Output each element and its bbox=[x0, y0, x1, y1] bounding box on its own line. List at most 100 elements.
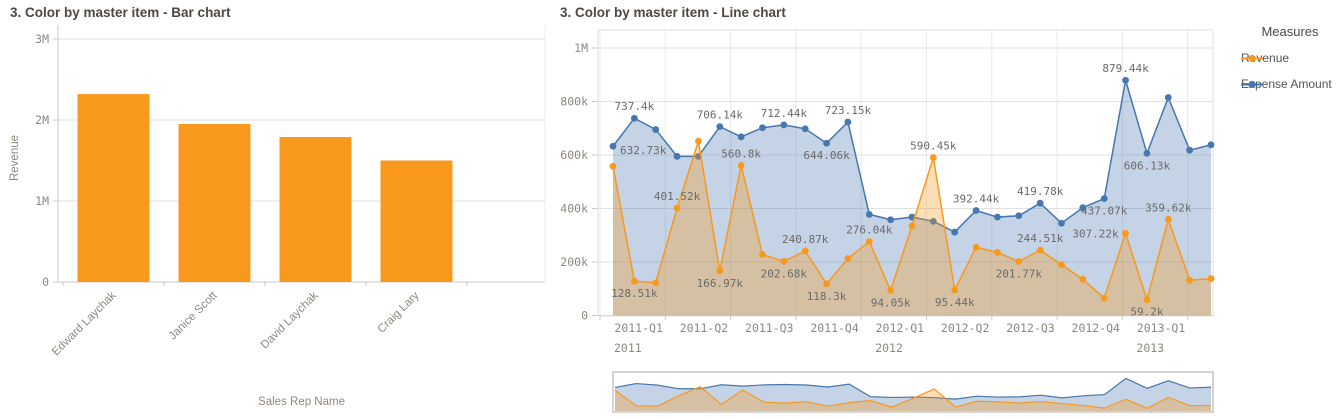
y-tick-label: 3M bbox=[35, 32, 49, 46]
quarter-label: 2012-Q1 bbox=[876, 321, 925, 335]
revenue-point[interactable] bbox=[695, 137, 702, 145]
expense-amount-point[interactable] bbox=[1100, 195, 1108, 202]
expense-amount-point[interactable] bbox=[823, 139, 830, 147]
revenue-point[interactable] bbox=[801, 247, 809, 255]
bar-craig-lary[interactable] bbox=[380, 160, 453, 283]
y-tick-label: 800k bbox=[560, 95, 588, 109]
line-chart-title: 3. Color by master item - Line chart bbox=[560, 5, 786, 20]
data-label: 240.87k bbox=[782, 233, 829, 246]
data-label: 59.2k bbox=[1130, 306, 1163, 319]
revenue-point[interactable] bbox=[759, 251, 766, 258]
expense-amount-point[interactable] bbox=[951, 228, 959, 236]
revenue-point[interactable] bbox=[716, 267, 724, 275]
data-label: 879.44k bbox=[1102, 62, 1149, 75]
expense-amount-point[interactable] bbox=[1164, 94, 1172, 101]
expense-amount-point[interactable] bbox=[929, 217, 937, 225]
data-label: 118.3k bbox=[807, 290, 847, 303]
quarter-label: 2012-Q3 bbox=[1006, 321, 1055, 335]
bar-chart-plot[interactable]: 0 1M 2M 3M Edward Laychak Janice Scott David L… bbox=[0, 20, 555, 419]
revenue-point[interactable] bbox=[780, 257, 788, 265]
revenue-point[interactable] bbox=[908, 222, 916, 230]
revenue-point[interactable] bbox=[887, 286, 895, 294]
revenue-point[interactable] bbox=[1058, 261, 1065, 269]
data-label: 392.44k bbox=[953, 193, 1000, 206]
bar-x-axis-title: Sales Rep Name bbox=[258, 396, 345, 408]
expense-amount-point[interactable] bbox=[780, 121, 788, 129]
quarter-label: 2012-Q2 bbox=[941, 321, 989, 335]
data-label: 632.73k bbox=[620, 144, 667, 157]
revenue-point[interactable] bbox=[972, 243, 980, 251]
revenue-line-swatch-icon bbox=[1241, 54, 1263, 62]
y-tick-label: 600k bbox=[560, 148, 588, 162]
expense-amount-point[interactable] bbox=[972, 207, 980, 214]
revenue-point[interactable] bbox=[1015, 258, 1023, 265]
bar-edward-laychak[interactable] bbox=[77, 94, 150, 282]
expense-amount-point[interactable] bbox=[994, 213, 1001, 221]
expense-amount-point[interactable] bbox=[1058, 219, 1065, 227]
revenue-point[interactable] bbox=[865, 238, 873, 246]
expense-amount-point[interactable] bbox=[801, 125, 809, 133]
legend-title: Measures bbox=[1261, 24, 1319, 39]
line-chart-plot[interactable]: 0 200k 400k 600k 800k 1M 632.73k 737.4k 706.14k 7… bbox=[555, 20, 1239, 368]
expense-amount-point[interactable] bbox=[844, 118, 852, 126]
legend: Measures Revenue Expense Amount bbox=[1241, 24, 1339, 91]
data-label: 166.97k bbox=[697, 277, 744, 290]
bar-category-label: Craig Lary bbox=[376, 289, 422, 335]
data-label: 723.15k bbox=[825, 104, 872, 117]
revenue-point[interactable] bbox=[1207, 275, 1215, 282]
revenue-point[interactable] bbox=[951, 286, 959, 294]
revenue-point[interactable] bbox=[652, 279, 660, 287]
expense-amount-point[interactable] bbox=[716, 123, 724, 131]
data-label: 202.68k bbox=[761, 267, 808, 280]
expense-amount-point[interactable] bbox=[1186, 146, 1194, 154]
revenue-point[interactable] bbox=[1100, 294, 1108, 302]
year-label: 2013 bbox=[1136, 341, 1164, 355]
expense-amount-point[interactable] bbox=[1079, 204, 1087, 212]
revenue-point[interactable] bbox=[1079, 275, 1087, 283]
revenue-point[interactable] bbox=[609, 162, 617, 170]
revenue-point[interactable] bbox=[1036, 246, 1044, 254]
revenue-point[interactable] bbox=[1122, 229, 1129, 237]
year-label: 2011 bbox=[614, 341, 642, 355]
expense-amount-point[interactable] bbox=[1036, 199, 1044, 207]
bar-category-label: Janice Scott bbox=[167, 289, 220, 342]
legend-item-revenue[interactable]: Revenue bbox=[1241, 51, 1339, 65]
expense-amount-point[interactable] bbox=[630, 114, 638, 122]
navigator-frame[interactable] bbox=[612, 371, 1214, 413]
data-label: 307.22k bbox=[1072, 227, 1119, 240]
expense-amount-point[interactable] bbox=[865, 210, 873, 218]
expense-amount-point[interactable] bbox=[887, 216, 895, 224]
bar-y-axis-title: Revenue bbox=[9, 135, 21, 181]
expense-amount-point[interactable] bbox=[759, 124, 766, 132]
revenue-point[interactable] bbox=[630, 277, 638, 285]
bar-janice-scott[interactable] bbox=[178, 124, 251, 282]
expense-amount-point[interactable] bbox=[609, 142, 617, 150]
revenue-point[interactable] bbox=[844, 255, 852, 262]
data-label: 419.78k bbox=[1017, 185, 1064, 198]
expense-amount-point[interactable] bbox=[1207, 141, 1215, 149]
revenue-point[interactable] bbox=[823, 280, 830, 288]
expense-amount-point[interactable] bbox=[673, 152, 681, 160]
quarter-label: 2011-Q2 bbox=[680, 321, 728, 335]
revenue-point[interactable] bbox=[1143, 296, 1151, 304]
expense-amount-point[interactable] bbox=[652, 126, 660, 133]
y-tick-label: 0 bbox=[581, 309, 588, 323]
revenue-point[interactable] bbox=[994, 248, 1001, 256]
bar-david-laychak[interactable] bbox=[279, 137, 352, 282]
expense-amount-point[interactable] bbox=[737, 133, 745, 141]
data-label: 712.44k bbox=[761, 107, 808, 120]
revenue-point[interactable] bbox=[929, 154, 937, 161]
revenue-point[interactable] bbox=[673, 204, 681, 212]
expense-amount-point[interactable] bbox=[1143, 149, 1151, 157]
legend-item-label: Expense Amount bbox=[1241, 77, 1332, 91]
nav-expense-amount-line bbox=[614, 377, 1212, 400]
revenue-point[interactable] bbox=[1186, 276, 1194, 284]
legend-item-expense-amount[interactable]: Expense Amount bbox=[1241, 77, 1339, 91]
y-tick-label: 400k bbox=[560, 202, 588, 216]
revenue-point[interactable] bbox=[1164, 215, 1172, 223]
navigator-mini-chart[interactable] bbox=[555, 368, 1239, 419]
plot-border bbox=[597, 29, 1214, 317]
expense-amount-point[interactable] bbox=[1015, 212, 1023, 220]
revenue-point[interactable] bbox=[737, 162, 745, 169]
expense-amount-point[interactable] bbox=[1122, 76, 1129, 84]
